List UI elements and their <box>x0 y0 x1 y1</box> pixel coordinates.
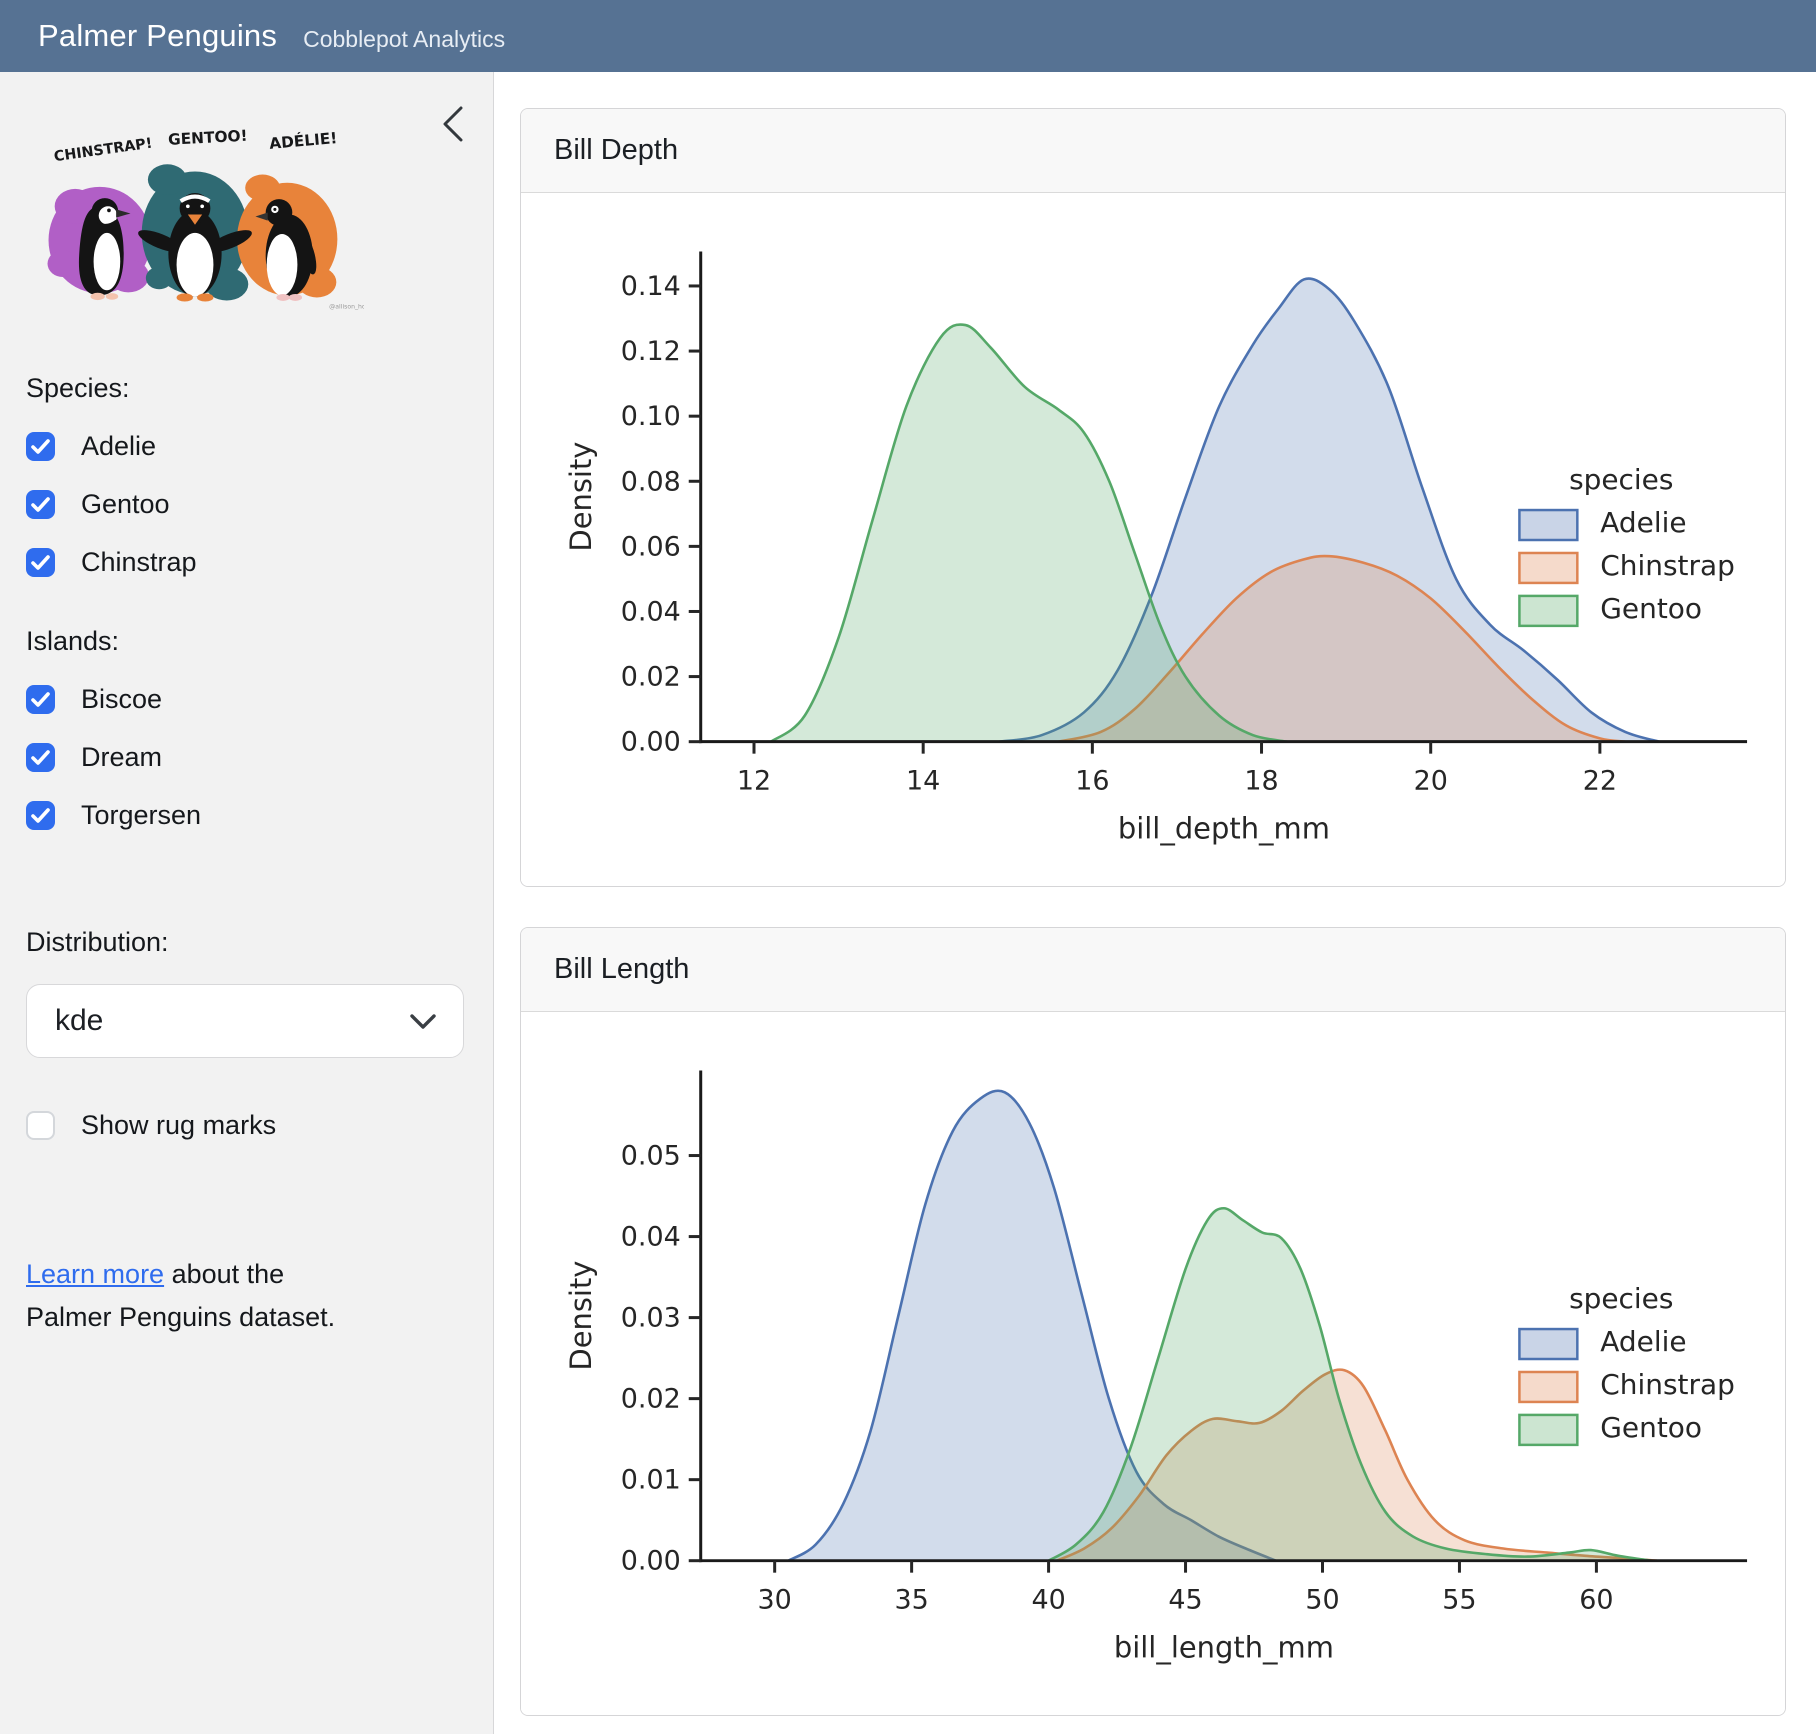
checkbox-show-rug-marks[interactable] <box>26 1111 55 1140</box>
checkbox-label[interactable]: Chinstrap <box>81 547 197 578</box>
checkbox-label[interactable]: Dream <box>81 742 162 773</box>
svg-text:20: 20 <box>1414 766 1448 797</box>
svg-text:0.03: 0.03 <box>621 1303 681 1334</box>
distribution-heading: Distribution: <box>26 927 493 958</box>
checkbox-chinstrap[interactable] <box>26 548 55 577</box>
checkbox-biscoe[interactable] <box>26 685 55 714</box>
svg-text:40: 40 <box>1031 1585 1065 1616</box>
check-icon <box>31 808 50 823</box>
species-option-adelie[interactable]: Adelie <box>26 431 493 462</box>
species-option-gentoo[interactable]: Gentoo <box>26 489 493 520</box>
svg-text:0.00: 0.00 <box>621 1546 681 1577</box>
check-icon <box>31 750 50 765</box>
svg-text:Chinstrap: Chinstrap <box>1600 549 1735 582</box>
svg-text:50: 50 <box>1305 1585 1339 1616</box>
checkbox-gentoo[interactable] <box>26 490 55 519</box>
chevron-left-icon <box>437 102 467 146</box>
svg-text:Gentoo: Gentoo <box>1600 592 1702 625</box>
check-icon <box>31 555 50 570</box>
svg-text:35: 35 <box>894 1585 928 1616</box>
distribution-select-value: kde <box>55 1004 409 1038</box>
main-content: Bill Depth 12 14 16 18 20 22 0.00 0.02 0.04 0.06 0… <box>494 72 1816 1734</box>
svg-text:bill_depth_mm: bill_depth_mm <box>1118 812 1330 846</box>
svg-text:species: species <box>1569 1282 1673 1315</box>
svg-text:0.02: 0.02 <box>621 662 681 693</box>
artwork-label-chinstrap: CHINSTRAP! <box>53 136 153 166</box>
svg-text:0.04: 0.04 <box>621 596 681 627</box>
check-icon <box>31 497 50 512</box>
sidebar: CHINSTRAP! GENTOO! ADÉLIE! @allison_hors… <box>0 72 494 1734</box>
checkbox-adelie[interactable] <box>26 432 55 461</box>
checkbox-label[interactable]: Show rug marks <box>81 1110 276 1141</box>
checkbox-label[interactable]: Adelie <box>81 431 156 462</box>
svg-text:0.05: 0.05 <box>621 1141 681 1172</box>
checkbox-label[interactable]: Torgersen <box>81 800 201 831</box>
distribution-select[interactable]: kde <box>26 984 464 1058</box>
svg-text:0.14: 0.14 <box>621 271 681 302</box>
bill-depth-card: Bill Depth 12 14 16 18 20 22 0.00 0.02 0.04 0.06 0… <box>520 108 1786 887</box>
checkbox-dream[interactable] <box>26 743 55 772</box>
svg-text:16: 16 <box>1075 766 1109 797</box>
bill-depth-chart: 12 14 16 18 20 22 0.00 0.02 0.04 0.06 0.08 0.10 0.12… <box>521 193 1785 886</box>
checkbox-label[interactable]: Biscoe <box>81 684 162 715</box>
svg-text:30: 30 <box>758 1585 792 1616</box>
app-header: Palmer Penguins Cobblepot Analytics <box>0 0 1816 72</box>
svg-text:Adelie: Adelie <box>1600 1325 1686 1358</box>
svg-text:0.12: 0.12 <box>621 336 681 367</box>
app-subtitle: Cobblepot Analytics <box>303 26 505 53</box>
svg-text:22: 22 <box>1583 766 1617 797</box>
learn-more-link[interactable]: Learn more <box>26 1259 164 1289</box>
check-icon <box>31 439 50 454</box>
svg-text:14: 14 <box>906 766 940 797</box>
svg-text:60: 60 <box>1579 1585 1613 1616</box>
island-option-dream[interactable]: Dream <box>26 742 493 773</box>
artwork-label-gentoo: GENTOO! <box>168 127 248 149</box>
svg-text:18: 18 <box>1244 766 1278 797</box>
bill-length-card-header: Bill Length <box>521 928 1785 1012</box>
bill-length-chart: 30 35 40 45 50 55 60 0.00 0.01 0.02 0.03 0.04 0.05 bi… <box>521 1012 1785 1715</box>
card-title: Bill Depth <box>554 134 678 167</box>
svg-text:0.08: 0.08 <box>621 466 681 497</box>
svg-text:0.06: 0.06 <box>621 531 681 562</box>
bill-depth-card-body: 12 14 16 18 20 22 0.00 0.02 0.04 0.06 0.08 0.10 0.12… <box>521 193 1785 886</box>
svg-text:45: 45 <box>1168 1585 1202 1616</box>
penguins-artwork-image: CHINSTRAP! GENTOO! ADÉLIE! @allison_hors… <box>26 112 364 317</box>
svg-text:Adelie: Adelie <box>1600 506 1686 539</box>
checkbox-torgersen[interactable] <box>26 801 55 830</box>
svg-text:0.10: 0.10 <box>621 401 681 432</box>
app-title: Palmer Penguins <box>38 18 277 54</box>
svg-text:0.00: 0.00 <box>621 727 681 758</box>
bill-length-card: Bill Length 30 35 40 45 50 55 60 0.00 0.01 0.02 0.… <box>520 927 1786 1716</box>
svg-text:Density: Density <box>564 1261 598 1371</box>
chevron-down-icon <box>409 1013 437 1030</box>
svg-text:Gentoo: Gentoo <box>1600 1411 1702 1444</box>
checkbox-label[interactable]: Gentoo <box>81 489 170 520</box>
svg-text:species: species <box>1569 463 1673 496</box>
species-heading: Species: <box>26 373 493 404</box>
artwork-label-adelie: ADÉLIE! <box>268 128 338 153</box>
svg-text:0.04: 0.04 <box>621 1222 681 1253</box>
svg-text:0.02: 0.02 <box>621 1384 681 1415</box>
bill-length-card-body: 30 35 40 45 50 55 60 0.00 0.01 0.02 0.03 0.04 0.05 bi… <box>521 1012 1785 1715</box>
svg-text:0.01: 0.01 <box>621 1465 681 1496</box>
svg-text:12: 12 <box>737 766 771 797</box>
islands-heading: Islands: <box>26 626 493 657</box>
island-option-torgersen[interactable]: Torgersen <box>26 800 493 831</box>
species-option-chinstrap[interactable]: Chinstrap <box>26 547 493 578</box>
svg-text:Density: Density <box>564 442 598 552</box>
bill-depth-card-header: Bill Depth <box>521 109 1785 193</box>
island-option-biscoe[interactable]: Biscoe <box>26 684 493 715</box>
svg-text:Chinstrap: Chinstrap <box>1600 1368 1735 1401</box>
sidebar-collapse-button[interactable] <box>437 102 467 146</box>
svg-text:bill_length_mm: bill_length_mm <box>1114 1631 1334 1665</box>
main-layout: CHINSTRAP! GENTOO! ADÉLIE! @allison_hors… <box>0 72 1816 1734</box>
rug-marks-option[interactable]: Show rug marks <box>26 1110 493 1141</box>
card-title: Bill Length <box>554 953 689 986</box>
svg-text:55: 55 <box>1442 1585 1476 1616</box>
check-icon <box>31 692 50 707</box>
sidebar-footer-text: Learn more about the Palmer Penguins dat… <box>26 1253 376 1339</box>
artwork-credit: @allison_horst <box>329 303 364 311</box>
